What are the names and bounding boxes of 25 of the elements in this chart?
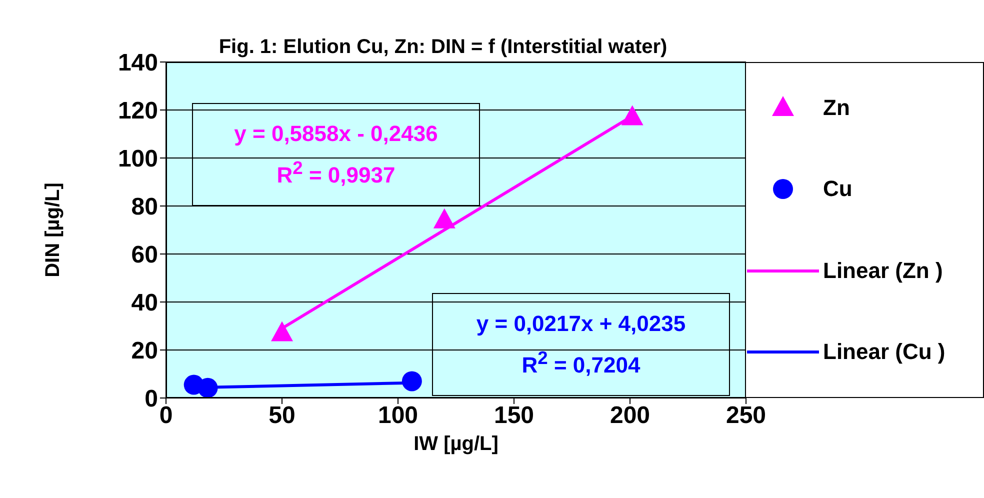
y-tick-label: 100 (118, 146, 158, 173)
annotation: R$^{2}$ = 0,9937 (276, 156, 396, 190)
legend-label: Zn (823, 94, 850, 121)
annotation: y = 0,0217x + 4,0235 (476, 310, 686, 338)
x-tick-label: 100 (378, 402, 418, 430)
equation-box: y = 0,5858x - 0,2436 R$^{2}$ = 0,9937 (192, 103, 480, 206)
x-tick-label: 150 (494, 402, 534, 430)
y-axis-title: DIN [µg/L] (42, 182, 64, 278)
annotation: y = 0,5858x - 0,2436 (234, 120, 438, 148)
equation-box: y = 0,0217x + 4,0235 R$^{2}$ = 0,7204 (432, 293, 730, 396)
x-tick-label: 250 (726, 402, 766, 430)
chart-title: Fig. 1: Elution Cu, Zn: DIN = f (Interstitial water) (218, 36, 668, 58)
x-tick-label: 200 (610, 402, 650, 430)
y-tick-label: 80 (131, 194, 158, 221)
y-tick-label: 140 (118, 50, 158, 77)
legend-label: Linear (Zn ) (823, 258, 943, 284)
annotation: R$^{2}$ = 0,7204 (522, 346, 640, 380)
legend-label: Cu (823, 176, 852, 202)
y-tick-label: 120 (118, 98, 158, 125)
y-tick-label: 60 (131, 242, 158, 269)
x-tick-label: 50 (268, 402, 296, 430)
x-axis-title: IW [µg/L] (414, 433, 498, 455)
y-tick-label: 40 (131, 290, 158, 317)
legend-label: Linear (Cu ) (823, 339, 946, 366)
y-tick-label: 20 (131, 338, 158, 365)
